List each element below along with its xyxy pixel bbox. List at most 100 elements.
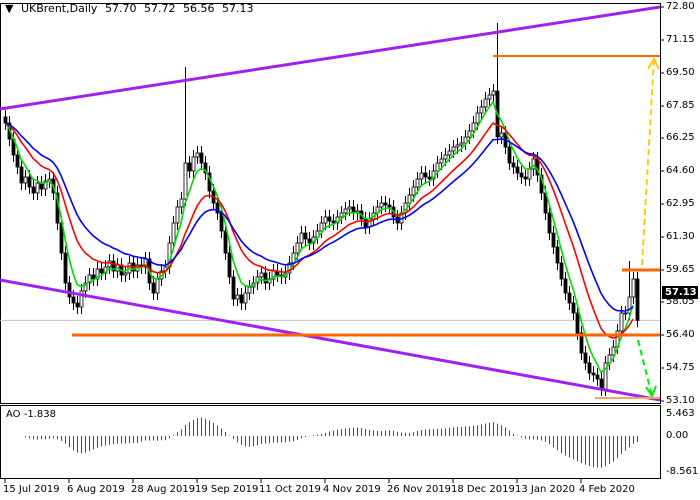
- triangle-down-icon[interactable]: ▼: [5, 2, 14, 15]
- candle: [23, 170, 28, 190]
- candle: [519, 166, 524, 184]
- channel-lower-line[interactable]: [0, 278, 661, 402]
- candle: [87, 268, 92, 290]
- candle: [555, 240, 560, 270]
- candle: [547, 206, 552, 240]
- candle: [607, 348, 612, 370]
- candle: [551, 226, 556, 254]
- candle: [591, 366, 596, 382]
- candle: [319, 216, 324, 238]
- candle: [635, 272, 640, 328]
- price-axis-label: 56.40: [666, 329, 695, 340]
- slow-ma-line: [4, 122, 634, 312]
- candle: [171, 216, 176, 250]
- candle: [31, 180, 36, 200]
- mid-ma-line: [4, 122, 634, 339]
- price-axis-label: 62.95: [666, 198, 695, 209]
- candle: [515, 160, 520, 180]
- ao-label: AO -1.838: [6, 409, 56, 420]
- price-axis-label: 58.05: [666, 296, 695, 307]
- candles: [3, 23, 640, 396]
- downside-arrow: [637, 339, 653, 397]
- main-panel-frame: [0, 3, 661, 404]
- candle: [383, 196, 388, 212]
- candle: [303, 226, 308, 246]
- price-axis-label: 66.25: [666, 132, 695, 143]
- candle: [579, 326, 584, 360]
- candle: [523, 170, 528, 186]
- price-axis-label: 72.80: [666, 1, 695, 12]
- candle: [91, 268, 96, 286]
- candle: [123, 266, 128, 282]
- candle: [479, 100, 484, 120]
- ao-histogram: [25, 417, 638, 468]
- candle: [151, 276, 156, 300]
- candle: [407, 188, 412, 210]
- candle: [343, 202, 348, 220]
- candle: [299, 226, 304, 250]
- candle: [435, 156, 440, 178]
- candle: [247, 280, 252, 300]
- candle: [111, 254, 116, 278]
- date-axis-label: 6 Aug 2019: [67, 484, 125, 495]
- channel-upper-line[interactable]: [0, 5, 661, 111]
- candle: [183, 67, 188, 206]
- candle: [427, 170, 432, 186]
- candle: [271, 264, 276, 286]
- candle: [243, 286, 248, 310]
- candle: [263, 266, 268, 290]
- candle: [419, 166, 424, 186]
- date-axis-label: 28 Aug 2019: [131, 484, 196, 495]
- date-axis-label: 15 Jul 2019: [3, 484, 60, 495]
- candle: [331, 214, 336, 230]
- candle: [223, 224, 228, 260]
- candle: [15, 148, 20, 174]
- date-axis-label: 19 Sep 2019: [195, 484, 259, 495]
- candle: [67, 276, 72, 304]
- downside-arrowhead-icon: [645, 385, 657, 399]
- ao-panel-frame: [0, 405, 661, 479]
- candle: [339, 206, 344, 224]
- candle: [315, 224, 320, 244]
- price-axis-label: 53.10: [666, 395, 695, 406]
- upside-arrow: [641, 58, 655, 266]
- price-axis-label: 54.75: [666, 362, 695, 373]
- chart-header: ▼ UKBrent,Daily 57.70 57.72 56.56 57.13: [5, 2, 257, 15]
- upside-arrowhead-icon: [647, 56, 660, 70]
- candle: [499, 126, 504, 144]
- candle: [323, 210, 328, 230]
- candle: [491, 84, 496, 102]
- candle: [351, 200, 356, 220]
- price-axis-label: 69.50: [666, 67, 695, 78]
- candle: [599, 372, 604, 396]
- candle: [43, 174, 48, 196]
- ao-axis-max: 5.463: [666, 408, 695, 419]
- candle: [239, 288, 244, 310]
- candle: [275, 264, 280, 282]
- candle: [155, 272, 160, 300]
- candle: [595, 368, 600, 386]
- candle: [187, 156, 192, 178]
- price-axis-label: 67.85: [666, 100, 695, 111]
- price-axis-label: 59.65: [666, 264, 695, 275]
- candle: [191, 150, 196, 178]
- candle: [19, 160, 24, 190]
- candle: [379, 196, 384, 214]
- open-value: 57.70: [104, 2, 137, 15]
- candle: [363, 212, 368, 234]
- candle: [195, 146, 200, 164]
- candle: [255, 270, 260, 290]
- candle: [623, 306, 628, 320]
- candle: [587, 356, 592, 380]
- candle: [567, 286, 572, 310]
- candle: [235, 288, 240, 306]
- date-axis-label: 26 Nov 2019: [387, 484, 452, 495]
- candle: [259, 266, 264, 284]
- candle: [95, 262, 100, 286]
- low-value: 56.56: [182, 2, 215, 15]
- symbol-label: UKBrent,Daily: [20, 2, 98, 15]
- candle: [527, 162, 532, 186]
- candle: [199, 146, 204, 170]
- candle: [563, 272, 568, 300]
